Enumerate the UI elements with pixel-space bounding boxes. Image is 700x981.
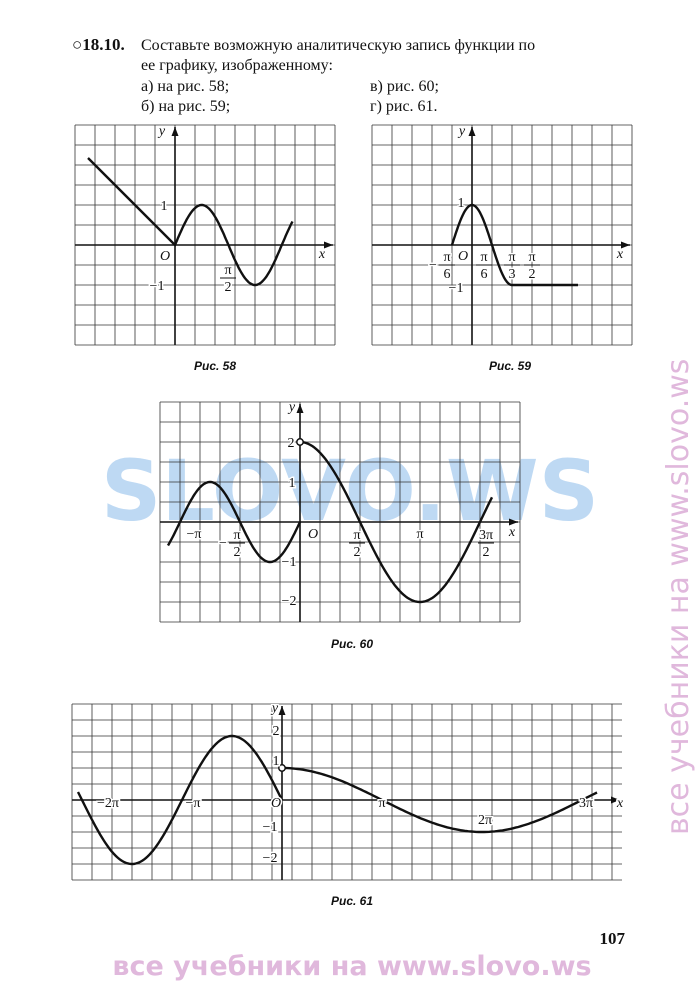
figure-caption: Рис. 60 xyxy=(331,637,373,651)
fraction-numerator: π xyxy=(508,250,515,265)
function-curve xyxy=(76,734,284,866)
axis-label: x xyxy=(508,525,516,540)
problem-item: в) рис. 60; xyxy=(370,78,439,95)
fraction-numerator: π xyxy=(443,250,450,265)
fraction-numerator: π xyxy=(528,250,535,265)
watermark: SLOVO.WS xyxy=(101,442,599,540)
axis-label: −2 xyxy=(263,851,278,866)
axis-label: y xyxy=(457,124,466,139)
watermark: все учебники на www.slovo.ws xyxy=(112,951,591,981)
problem-item: г) рис. 61. xyxy=(370,98,438,115)
problem-item: а) на рис. 58; xyxy=(141,78,229,95)
axis-label: y xyxy=(287,400,296,415)
function-curve xyxy=(450,203,578,287)
arrow xyxy=(324,241,333,249)
axis-label: 2 xyxy=(288,436,295,451)
open-point xyxy=(296,438,304,446)
fraction-denominator: 2 xyxy=(354,545,361,560)
figure-caption: Рис. 61 xyxy=(331,894,373,908)
axis-label: 2π xyxy=(478,813,492,828)
axis-label: −π xyxy=(186,796,201,811)
axis-label: O xyxy=(308,527,318,542)
fraction-numerator: 3π xyxy=(479,528,493,543)
fraction-denominator: 2 xyxy=(225,280,232,295)
axis-label: 1 xyxy=(289,476,296,491)
axis-label: −π xyxy=(187,527,202,542)
figure-caption: Рис. 58 xyxy=(194,359,236,373)
arrow xyxy=(296,404,304,413)
arrow xyxy=(171,127,179,136)
watermark: все учебники на www.slovo.ws xyxy=(661,359,696,835)
axis-label: O xyxy=(160,249,170,264)
axis-label: O xyxy=(458,249,468,264)
arrow xyxy=(621,241,630,249)
fraction-numerator: π xyxy=(233,528,240,543)
axis-label: 3π xyxy=(579,796,593,811)
fraction-denominator: 6 xyxy=(481,267,488,282)
fraction-denominator: 2 xyxy=(529,267,536,282)
axis-label: 1 xyxy=(273,754,280,769)
axis-label: π xyxy=(378,796,385,811)
fraction-sign: − xyxy=(429,258,437,273)
axis-label: x xyxy=(616,796,624,811)
figure-caption: Рис. 59 xyxy=(489,359,531,373)
axis-label: y xyxy=(157,124,166,139)
function-curve xyxy=(166,480,302,564)
function-curve xyxy=(299,440,494,604)
fraction-numerator: π xyxy=(353,528,360,543)
problem-text: ее графику, изображенному: xyxy=(141,57,333,74)
arrow xyxy=(509,518,518,526)
problem-text: Составьте возможную аналитическую запись… xyxy=(141,37,535,54)
arrow xyxy=(468,127,476,136)
fraction-sign: − xyxy=(219,536,227,551)
axis-label: x xyxy=(616,247,624,262)
axis-label: O xyxy=(271,796,281,811)
axis-label: y xyxy=(270,701,279,716)
axis-label: −1 xyxy=(282,555,297,570)
page-number: 107 xyxy=(600,929,626,948)
fraction-denominator: 6 xyxy=(444,267,451,282)
axis-label: x xyxy=(318,247,326,262)
axis-label: −1 xyxy=(449,281,464,296)
axis-label: π xyxy=(416,527,423,542)
fraction-denominator: 2 xyxy=(234,545,241,560)
fraction-numerator: π xyxy=(480,250,487,265)
fraction-denominator: 3 xyxy=(509,267,516,282)
arrow xyxy=(611,796,620,804)
axis-label: 2 xyxy=(273,724,280,739)
axis-label: −2π xyxy=(97,796,119,811)
fraction-denominator: 2 xyxy=(483,545,490,560)
function-curve xyxy=(87,157,294,287)
problem-number: ○18.10. xyxy=(72,35,125,54)
axis-label: −2 xyxy=(282,594,297,609)
axis-label: −1 xyxy=(263,820,278,835)
axis-label: −1 xyxy=(150,279,165,294)
problem-item: б) на рис. 59; xyxy=(141,98,230,115)
open-point xyxy=(278,764,286,772)
function-curve xyxy=(282,766,598,834)
fraction-numerator: π xyxy=(224,263,231,278)
axis-label: 1 xyxy=(458,196,465,211)
arrow xyxy=(278,706,286,715)
axis-label: 1 xyxy=(161,199,168,214)
